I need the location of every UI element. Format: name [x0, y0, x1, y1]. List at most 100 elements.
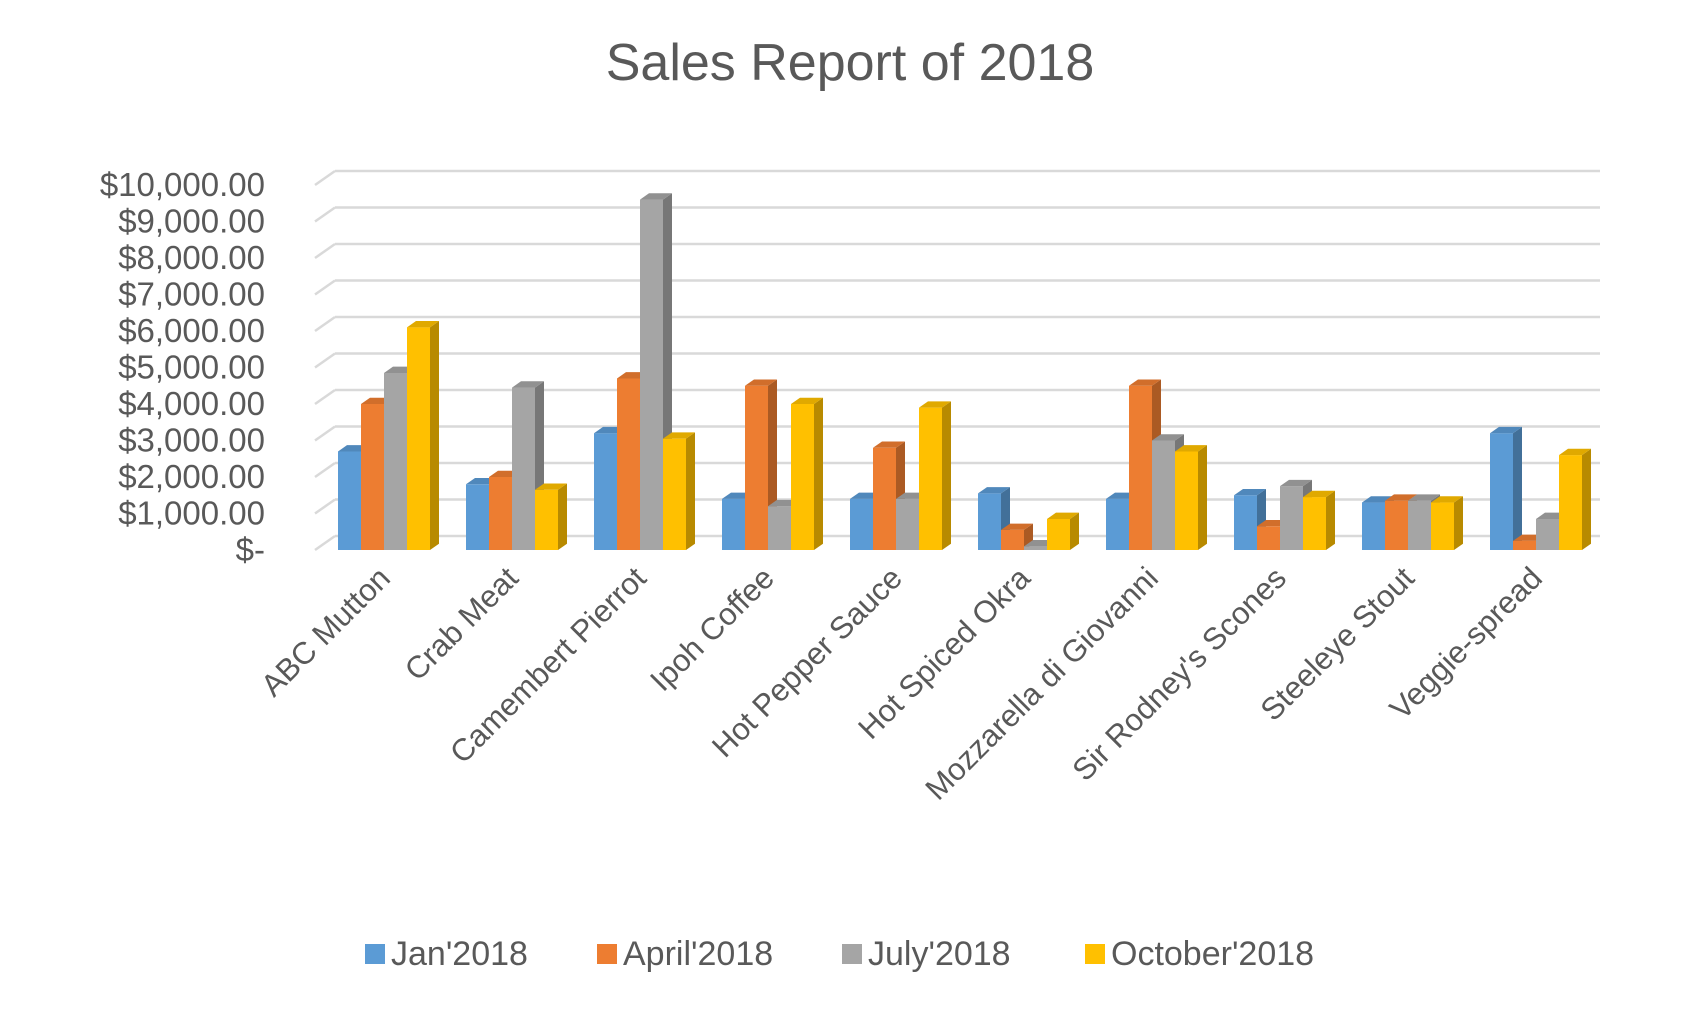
- bar: [1559, 448, 1591, 550]
- bar-front: [384, 372, 407, 550]
- bar-top: [1129, 379, 1161, 386]
- legend-swatch: [597, 944, 617, 964]
- bar-side: [814, 397, 823, 550]
- bar-front: [361, 404, 384, 550]
- legend-item: July'2018: [842, 935, 1011, 973]
- bar-front: [1431, 502, 1454, 550]
- bar-front: [1129, 385, 1152, 550]
- legend-item: October'2018: [1085, 935, 1314, 973]
- bar: [407, 321, 439, 550]
- bar-front: [768, 506, 791, 550]
- bar-top: [535, 483, 567, 490]
- bar-front: [896, 498, 919, 550]
- bar-front: [1303, 497, 1326, 550]
- bar-top: [1559, 448, 1591, 456]
- bar: [535, 483, 567, 550]
- bar-front: [791, 404, 814, 550]
- bar-side: [1513, 426, 1522, 550]
- gridline-depth: [314, 388, 336, 406]
- bar-top: [512, 381, 544, 388]
- bar-front: [745, 385, 768, 550]
- bar-front: [489, 477, 512, 550]
- bar-side: [1454, 496, 1463, 550]
- bar-front: [1257, 526, 1280, 550]
- bar-front: [1047, 518, 1070, 550]
- bar-side: [1070, 512, 1079, 550]
- legend-item: Jan'2018: [365, 935, 528, 973]
- bar-front: [617, 378, 640, 550]
- y-tick-label: $9,000.00: [118, 203, 265, 240]
- bar-front: [640, 199, 663, 550]
- bar-front: [407, 327, 430, 550]
- bar-front: [1362, 502, 1385, 550]
- bars: [338, 193, 1591, 551]
- bar-top: [1280, 479, 1312, 487]
- y-tick-label: $-: [236, 531, 265, 568]
- bar-top: [791, 397, 823, 404]
- bar-top: [640, 193, 672, 200]
- bar-top: [1001, 523, 1033, 530]
- gridline-depth: [314, 279, 336, 296]
- bar-front: [1024, 546, 1047, 550]
- bar-side: [430, 321, 439, 550]
- bar-front: [1106, 498, 1129, 550]
- bar-front: [1001, 529, 1024, 550]
- gridline-depth: [314, 206, 336, 223]
- gridline-depth: [314, 352, 336, 369]
- bar-side: [558, 483, 567, 550]
- bar-top: [663, 432, 695, 439]
- bar-top: [1047, 512, 1079, 519]
- legend-label: April'2018: [623, 935, 773, 973]
- y-tick-label: $2,000.00: [118, 458, 265, 495]
- bar-front: [1408, 500, 1431, 550]
- bar-top: [1152, 434, 1184, 441]
- bar-front: [1152, 440, 1175, 550]
- bar-front: [338, 451, 361, 550]
- legend: Jan'2018 April'2018 July'2018 October'2018: [365, 935, 1314, 973]
- bar: [1047, 512, 1079, 550]
- bar-top: [1431, 496, 1463, 503]
- bar-side: [942, 401, 951, 550]
- bar-front: [978, 493, 1001, 550]
- legend-label: October'2018: [1111, 935, 1314, 973]
- gridline-depth: [314, 425, 336, 442]
- y-tick-label: $1,000.00: [118, 495, 265, 532]
- y-tick-label: $7,000.00: [118, 276, 265, 313]
- gridline-depth: [314, 315, 336, 333]
- bar: [1175, 445, 1207, 550]
- x-category-label: Mozzarella di Giovanni: [918, 560, 1164, 806]
- x-category-label: ABC Mutton: [254, 560, 397, 703]
- bar-top: [745, 379, 777, 386]
- bar-front: [512, 387, 535, 550]
- gridlines: [314, 169, 1600, 552]
- bar-top: [1234, 488, 1266, 496]
- bar-front: [873, 447, 896, 550]
- legend-label: Jan'2018: [391, 935, 528, 973]
- bar-front: [1559, 455, 1582, 550]
- bar: [1234, 488, 1266, 550]
- y-tick-label: $5,000.00: [118, 349, 265, 386]
- y-tick-label: $10,000.00: [100, 166, 265, 203]
- bar-top: [1303, 490, 1335, 498]
- y-tick-label: $4,000.00: [118, 385, 265, 422]
- bar-top: [873, 441, 905, 448]
- x-category-label: Crab Meat: [398, 560, 525, 687]
- bar-side: [1582, 448, 1591, 550]
- y-tick-label: $6,000.00: [118, 312, 265, 349]
- bar-front: [466, 484, 489, 550]
- y-tick-label: $8,000.00: [118, 239, 265, 276]
- y-axis-tick-labels: $-$1,000.00$2,000.00$3,000.00$4,000.00$5…: [100, 166, 265, 568]
- bar-front: [850, 498, 873, 550]
- bar-front: [722, 498, 745, 550]
- bar-front: [1175, 451, 1198, 550]
- bar-front: [594, 433, 617, 550]
- legend-swatch: [842, 944, 862, 964]
- bar-front: [1280, 486, 1303, 550]
- x-category-label: Sir Rodney's Scones: [1065, 560, 1293, 788]
- gridline-depth: [314, 498, 336, 515]
- bar-top: [919, 401, 951, 408]
- bar-front: [1234, 495, 1257, 550]
